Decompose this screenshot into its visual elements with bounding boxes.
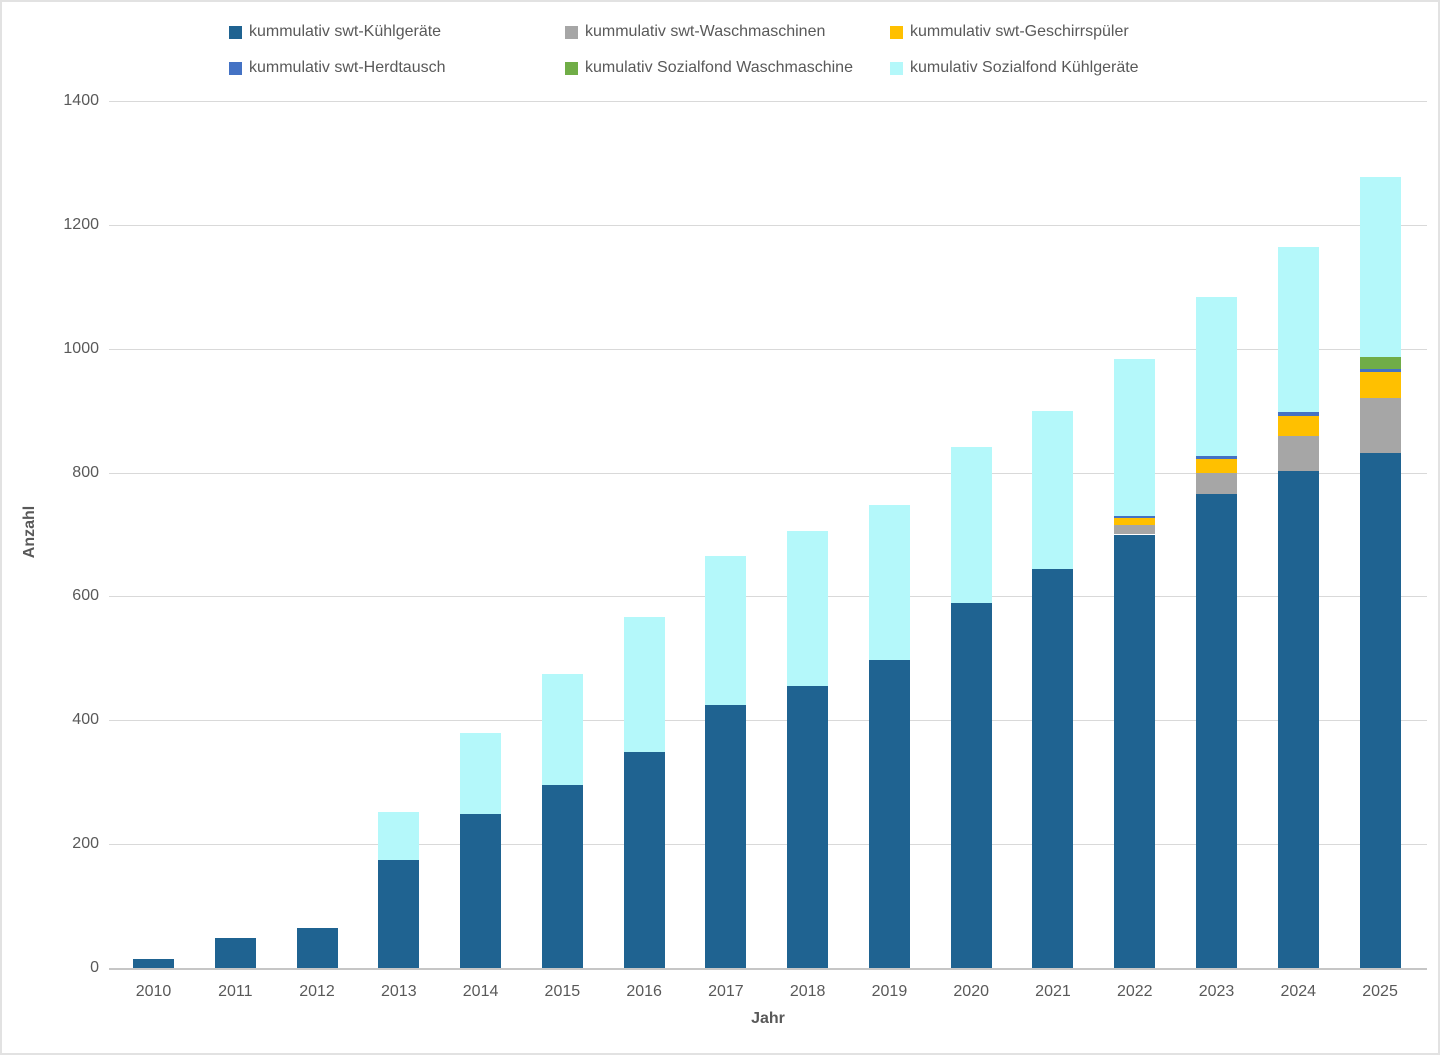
bar-segment-sozialfond-kuehlgeraete bbox=[787, 531, 829, 687]
gridline bbox=[109, 720, 1427, 722]
x-axis-tick-label: 2017 bbox=[708, 983, 744, 1000]
bar-segment-herdtausch bbox=[1196, 456, 1237, 459]
bar-segment-kuehlgeraete bbox=[950, 603, 992, 968]
bar-segment-geschirrspueler bbox=[1114, 518, 1156, 526]
bar-segment-sozialfond-kuehlgeraete bbox=[950, 447, 992, 604]
bar-segment-kuehlgeraete bbox=[868, 660, 910, 968]
x-axis-tick-label: 2024 bbox=[1280, 983, 1317, 1000]
bar-segment-kuehlgeraete bbox=[133, 958, 174, 968]
bar-segment-herdtausch bbox=[1114, 515, 1156, 519]
legend-item-sozialfond-kuehlgeraete: kumulativ Sozialfond Kühlgeräte bbox=[890, 59, 1139, 77]
bar-segment-waschmaschinen bbox=[1277, 436, 1319, 472]
bar-segment-kuehlgeraete bbox=[787, 686, 829, 968]
legend-item-kuehlgeraete: kummulativ swt-Kühlgeräte bbox=[229, 23, 441, 41]
y-axis-tick-label: 400 bbox=[72, 711, 99, 729]
bar-segment-sozialfond-kuehlgeraete bbox=[1359, 177, 1401, 357]
bar-segment-waschmaschinen bbox=[1114, 525, 1156, 535]
x-axis-tick-label: 2016 bbox=[626, 983, 662, 1000]
bar-segment-kuehlgeraete bbox=[296, 927, 338, 968]
x-axis-tick-label: 2013 bbox=[381, 983, 417, 1000]
x-axis-tick-label: 2021 bbox=[1035, 983, 1071, 1000]
bar-segment-sozialfond-kuehlgeraete bbox=[460, 732, 502, 815]
gridline bbox=[109, 348, 1427, 350]
bar-segment-geschirrspueler bbox=[1277, 415, 1319, 437]
y-axis-tick-label: 800 bbox=[72, 463, 99, 481]
bar-segment-sozialfond-kuehlgeraete bbox=[705, 556, 747, 706]
y-axis-tick-label: 0 bbox=[90, 959, 99, 976]
legend-item-herdtausch: kummulativ swt-Herdtausch bbox=[229, 59, 446, 77]
bar-segment-sozialfond-kuehlgeraete bbox=[1114, 359, 1156, 516]
x-axis-tick-label: 2018 bbox=[789, 983, 826, 1000]
x-axis-tick-label: 2010 bbox=[135, 983, 172, 1000]
legend-label: kumulativ Sozialfond Waschmaschine bbox=[585, 59, 853, 76]
legend-label: kumulativ Sozialfond Kühlgeräte bbox=[910, 59, 1139, 76]
x-axis-tick-label: 2014 bbox=[462, 983, 499, 1000]
bar-segment-kuehlgeraete bbox=[1277, 471, 1319, 968]
bar-segment-waschmaschinen bbox=[1196, 472, 1237, 495]
legend-item-waschmaschinen: kummulativ swt-Waschmaschinen bbox=[565, 23, 825, 41]
bar-segment-sozialfond-kuehlgeraete bbox=[1196, 297, 1237, 457]
bar-segment-sozialfond-waschmaschine bbox=[1359, 356, 1401, 369]
bar-segment-kuehlgeraete bbox=[1114, 534, 1156, 968]
x-axis-tick-label: 2015 bbox=[544, 983, 581, 1000]
gridline bbox=[109, 844, 1427, 846]
x-axis-tick-label: 2020 bbox=[953, 983, 989, 1000]
x-axis-tick-label: 2025 bbox=[1362, 983, 1398, 1000]
legend-swatch-sozialfond-kuehlgeraete-icon bbox=[890, 61, 903, 75]
y-axis-tick-label: 1400 bbox=[63, 92, 99, 109]
bar-segment-sozialfond-kuehlgeraete bbox=[541, 673, 583, 786]
x-axis-tick-label: 2019 bbox=[871, 983, 908, 1000]
x-axis-title: Jahr bbox=[751, 1010, 785, 1027]
y-axis-tick-label: 200 bbox=[72, 835, 99, 853]
bar-segment-kuehlgeraete bbox=[1196, 494, 1237, 968]
bar-segment-sozialfond-kuehlgeraete bbox=[623, 617, 665, 753]
x-axis-line bbox=[109, 967, 1427, 970]
x-axis-tick-label: 2023 bbox=[1198, 983, 1235, 1000]
gridline bbox=[109, 472, 1427, 474]
legend-label: kummulativ swt-Geschirrspüler bbox=[910, 23, 1129, 40]
bar-segment-kuehlgeraete bbox=[214, 938, 256, 968]
bar-segment-kuehlgeraete bbox=[541, 785, 583, 968]
bar-segment-sozialfond-kuehlgeraete bbox=[868, 505, 910, 661]
legend-label: kummulativ swt-Waschmaschinen bbox=[585, 23, 826, 40]
legend-swatch-herdtausch-icon bbox=[229, 61, 242, 75]
bar-segment-sozialfond-kuehlgeraete bbox=[1032, 410, 1074, 569]
legend-swatch-sozialfond-waschmaschine-icon bbox=[565, 61, 578, 75]
bar-segment-kuehlgeraete bbox=[378, 859, 420, 968]
x-axis-tick-label: 2022 bbox=[1116, 983, 1153, 1000]
legend-item-geschirrspueler: kummulativ swt-Geschirrspüler bbox=[890, 23, 1129, 41]
bar-segment-geschirrspueler bbox=[1196, 458, 1237, 473]
bar-segment-kuehlgeraete bbox=[1032, 568, 1074, 968]
x-axis-tick-label: 2011 bbox=[218, 983, 253, 1000]
legend-label: kummulativ swt-Herdtausch bbox=[249, 59, 446, 76]
bar-segment-kuehlgeraete bbox=[623, 752, 665, 968]
gridline bbox=[109, 101, 1427, 102]
y-axis-tick-label: 1000 bbox=[63, 339, 99, 357]
gridline bbox=[109, 224, 1427, 226]
bar-segment-geschirrspueler bbox=[1359, 371, 1401, 399]
y-axis-tick-label: 1200 bbox=[63, 215, 99, 233]
bar-segment-sozialfond-kuehlgeraete bbox=[378, 811, 420, 860]
bar-segment-sozialfond-kuehlgeraete bbox=[1277, 246, 1319, 412]
bar-segment-kuehlgeraete bbox=[705, 705, 747, 968]
bar-segment-waschmaschinen bbox=[1359, 398, 1401, 453]
y-axis-title: Anzahl bbox=[21, 505, 38, 559]
legend-item-sozialfond-waschmaschine: kumulativ Sozialfond Waschmaschine bbox=[565, 59, 853, 77]
legend-swatch-geschirrspueler-icon bbox=[890, 25, 903, 39]
bar-segment-herdtausch bbox=[1277, 411, 1319, 416]
bar-segment-kuehlgeraete bbox=[460, 814, 502, 968]
x-axis-tick-label: 2012 bbox=[299, 983, 335, 1000]
gridline bbox=[109, 596, 1427, 598]
legend-swatch-waschmaschinen-icon bbox=[565, 25, 578, 39]
legend-label: kummulativ swt-Kühlgeräte bbox=[249, 23, 442, 40]
legend-swatch-kuehlgeraete-icon bbox=[229, 25, 242, 39]
bar-segment-kuehlgeraete bbox=[1359, 452, 1401, 968]
bar-segment-herdtausch bbox=[1359, 368, 1401, 372]
y-axis-tick-label: 600 bbox=[72, 587, 99, 605]
